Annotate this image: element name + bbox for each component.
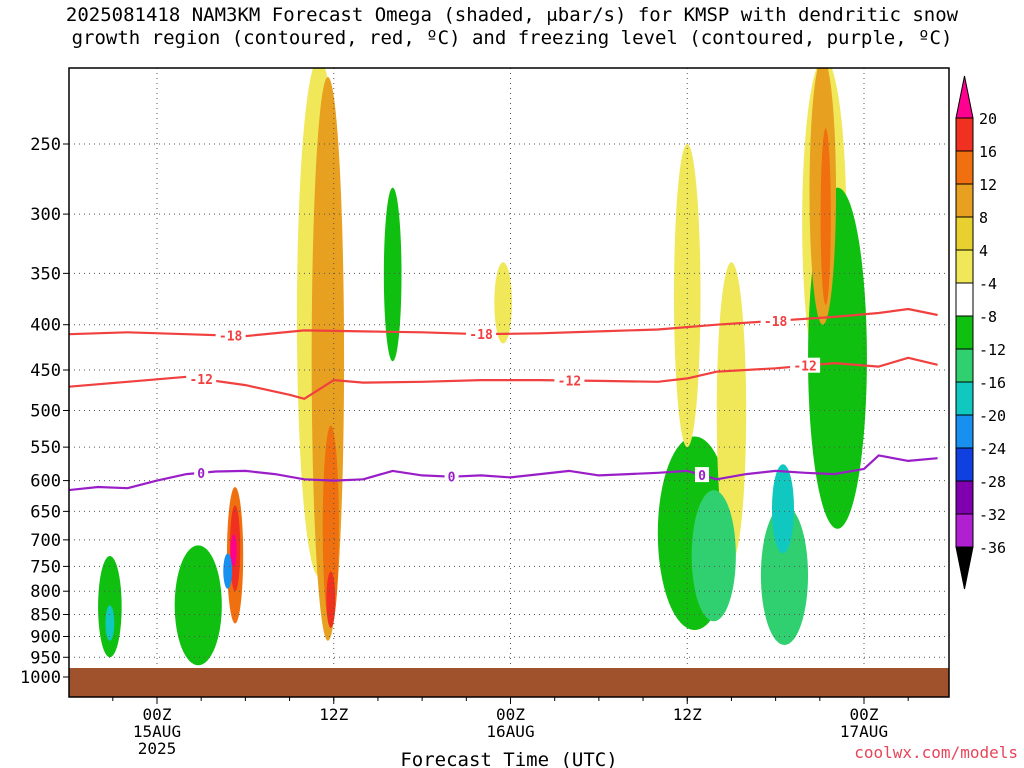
- contour-label-bg: [194, 464, 209, 480]
- x-tick-label: 00Z: [143, 705, 172, 724]
- x-tick-label: 00Z: [496, 705, 525, 724]
- omega-shade-region: [716, 262, 747, 562]
- colorbar-label: -16: [979, 374, 1006, 392]
- colorbar-segment: [955, 513, 974, 548]
- omega-shade-region: [105, 605, 115, 641]
- y-tick-label: 250: [30, 135, 61, 155]
- colorbar-label: 4: [979, 242, 988, 260]
- x-tick-year-label: 2025: [138, 739, 177, 758]
- y-tick-label: 750: [30, 557, 61, 577]
- x-tick-date-label: 15AUG: [133, 722, 181, 741]
- colorbar-label: 12: [979, 176, 997, 194]
- contour-label-bg: [215, 327, 246, 343]
- credit-text: coolwx.com/models: [854, 743, 1018, 762]
- x-tick-date-label: 16AUG: [486, 722, 534, 741]
- omega-shade-region: [820, 128, 831, 305]
- y-tick-label: 500: [30, 402, 61, 422]
- colorbar-label: 20: [979, 110, 997, 128]
- x-tick-label: 12Z: [673, 705, 702, 724]
- colorbar-segment: [955, 348, 974, 383]
- colorbar-segment: [955, 381, 974, 416]
- x-tick-label: 12Z: [319, 705, 348, 724]
- colorbar-label: -24: [979, 440, 1006, 458]
- colorbar-segment: [955, 315, 974, 350]
- contour-label: -12: [793, 360, 816, 375]
- contour-label: 0: [197, 467, 205, 482]
- y-tick-label: 400: [30, 316, 61, 336]
- y-tick-label: 900: [30, 627, 61, 647]
- omega-shade-region: [326, 571, 336, 628]
- y-tick-label: 1000: [20, 668, 61, 688]
- y-tick-label: 950: [30, 648, 61, 668]
- omega-shade-region: [322, 425, 339, 628]
- y-tick-label: 850: [30, 606, 61, 626]
- contour-label-bg: [760, 312, 791, 328]
- colorbar-segment: [955, 414, 974, 449]
- omega-shade-region: [673, 144, 701, 448]
- colorbar-label: -32: [979, 506, 1006, 524]
- contour-line: [69, 454, 938, 492]
- omega-shade-region: [223, 553, 233, 589]
- contour-label-bg: [694, 467, 709, 483]
- contour-label-bg: [444, 468, 459, 484]
- y-tick-label: 350: [30, 264, 61, 284]
- colorbar-label: -36: [979, 539, 1006, 557]
- colorbar-segment: [955, 183, 974, 218]
- y-tick-label: 700: [30, 531, 61, 551]
- omega-shade-region: [494, 262, 512, 344]
- plot-frame: [68, 67, 950, 698]
- x-tick-date-label: 17AUG: [840, 722, 888, 741]
- ground-surface: [69, 668, 949, 697]
- omega-shade-region: [174, 545, 222, 666]
- colorbar-label: 8: [979, 209, 988, 227]
- x-tick-label: 00Z: [850, 705, 879, 724]
- contour-label: -12: [189, 373, 212, 388]
- colorbar-label: 16: [979, 143, 997, 161]
- colorbar-top-triangle: [955, 75, 974, 119]
- y-tick-label: 450: [30, 361, 61, 381]
- y-tick-label: 300: [30, 205, 61, 225]
- contour-label-bg: [466, 326, 497, 342]
- chart-title-line-2: growth region (contoured, red, ºC) and f…: [71, 27, 953, 49]
- y-tick-label: 550: [30, 438, 61, 458]
- y-tick-label: 650: [30, 502, 61, 522]
- y-tick-label: 600: [30, 472, 61, 492]
- contour-label: -12: [558, 375, 581, 390]
- contour-label: -18: [469, 328, 493, 343]
- colorbar-segment: [955, 480, 974, 515]
- colorbar-segment: [955, 150, 974, 185]
- colorbar-segment: [955, 117, 974, 152]
- colorbar-segment: [955, 249, 974, 284]
- contour-label-bg: [790, 357, 821, 373]
- colorbar-segment: [955, 282, 974, 317]
- colorbar-label: -20: [979, 407, 1006, 425]
- colorbar-bottom-triangle: [955, 546, 974, 590]
- y-tick-label: 800: [30, 582, 61, 602]
- colorbar-label: -28: [979, 473, 1006, 491]
- colorbar-label: -8: [979, 308, 997, 326]
- contour-label: -18: [219, 330, 243, 345]
- contour-label-bg: [554, 372, 585, 388]
- omega-shade-region: [760, 505, 809, 645]
- chart-title-line-1: 2025081418 NAM3KM Forecast Omega (shaded…: [65, 4, 959, 26]
- contour-label-bg: [186, 370, 217, 386]
- contour-label: 0: [448, 471, 456, 486]
- contour-label: -18: [764, 315, 788, 330]
- omega-shade-region: [230, 534, 237, 567]
- x-axis-label: Forecast Time (UTC): [400, 749, 617, 768]
- contour-label: 0: [698, 469, 706, 484]
- colorbar-label: -12: [979, 341, 1006, 359]
- contour-line: [69, 356, 938, 400]
- colorbar-segment: [955, 447, 974, 482]
- colorbar-segment: [955, 216, 974, 251]
- omega-shade-region: [383, 187, 402, 362]
- colorbar-label: -4: [979, 275, 997, 293]
- omega-shade-region: [691, 490, 736, 622]
- omega-shade-region: [771, 464, 795, 554]
